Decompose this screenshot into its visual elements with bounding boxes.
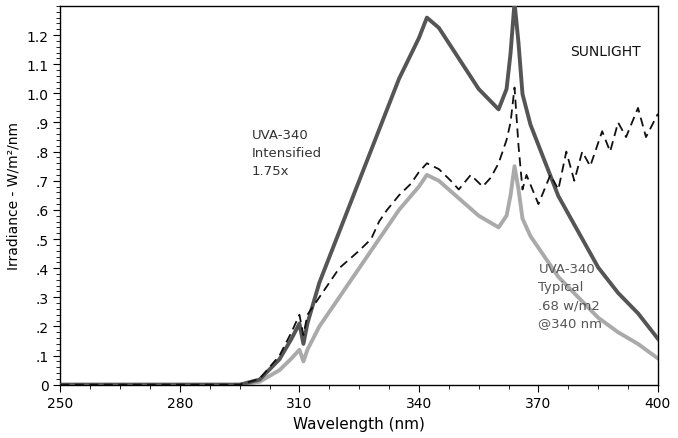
Y-axis label: Irradiance - W/m²/nm: Irradiance - W/m²/nm [7, 122, 21, 270]
Text: UVA-340
Typical
.68 w/m2
@340 nm: UVA-340 Typical .68 w/m2 @340 nm [538, 263, 603, 329]
Text: UVA-340
Intensified
1.75x: UVA-340 Intensified 1.75x [252, 129, 322, 178]
X-axis label: Wavelength (nm): Wavelength (nm) [294, 416, 425, 431]
Text: SUNLIGHT: SUNLIGHT [570, 45, 641, 59]
